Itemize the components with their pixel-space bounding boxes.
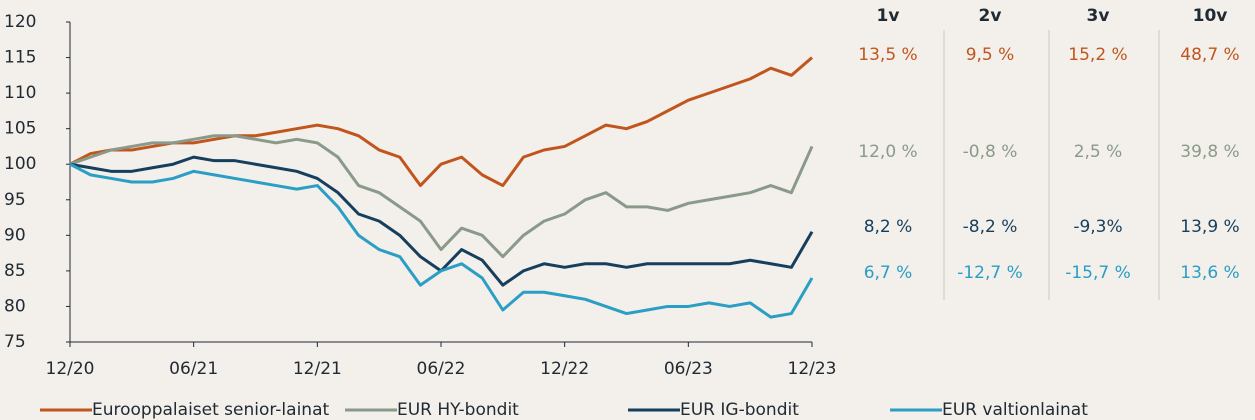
- table-cell: 15,2 %: [1068, 45, 1127, 65]
- table-cell: -12,7 %: [957, 263, 1023, 283]
- legend-label: EUR IG-bondit: [680, 400, 799, 420]
- y-tick-label: 85: [4, 261, 26, 281]
- y-tick-label: 110: [4, 83, 36, 103]
- table-cell: 39,8 %: [1180, 142, 1239, 162]
- y-tick-label: 105: [4, 119, 36, 139]
- table-cell: 6,7 %: [864, 263, 913, 283]
- table-cell: -8,2 %: [963, 217, 1018, 237]
- x-tick-label: 12/20: [46, 359, 95, 379]
- table-header: 1v: [877, 6, 900, 26]
- legend-label: EUR HY-bondit: [397, 400, 519, 420]
- table-cell: 48,7 %: [1180, 45, 1239, 65]
- y-tick-label: 120: [4, 12, 36, 32]
- y-tick-label: 80: [4, 296, 26, 316]
- table-cell: -0,8 %: [963, 142, 1018, 162]
- x-tick-label: 06/23: [664, 359, 713, 379]
- legend-label: Eurooppalaiset senior-lainat: [92, 400, 329, 420]
- y-tick-label: 75: [4, 332, 26, 352]
- y-tick-label: 100: [4, 154, 36, 174]
- series-line: [69, 162, 814, 319]
- y-tick-label: 95: [4, 190, 26, 210]
- table-cell: 13,5 %: [858, 45, 917, 65]
- table-header: 2v: [979, 6, 1002, 26]
- x-tick-label: 12/23: [788, 359, 837, 379]
- table-cell: -15,7 %: [1065, 263, 1131, 283]
- table-cell: 8,2 %: [864, 217, 913, 237]
- x-tick-label: 06/21: [169, 359, 218, 379]
- table-cell: 2,5 %: [1074, 142, 1123, 162]
- series-line: [69, 134, 814, 259]
- table-cell: 13,6 %: [1180, 263, 1239, 283]
- legend-label: EUR valtionlainat: [942, 400, 1088, 420]
- x-tick-label: 12/21: [293, 359, 342, 379]
- table-cell: 12,0 %: [858, 142, 917, 162]
- table-header: 3v: [1087, 6, 1110, 26]
- y-tick-label: 90: [4, 225, 26, 245]
- x-tick-label: 12/22: [540, 359, 589, 379]
- table-cell: 9,5 %: [966, 45, 1015, 65]
- table-header: 10v: [1193, 6, 1228, 26]
- series-line: [69, 56, 813, 188]
- y-tick-label: 115: [4, 48, 36, 68]
- table-cell: -9,3%: [1073, 217, 1122, 237]
- table-cell: 13,9 %: [1180, 217, 1239, 237]
- x-tick-label: 06/22: [417, 359, 466, 379]
